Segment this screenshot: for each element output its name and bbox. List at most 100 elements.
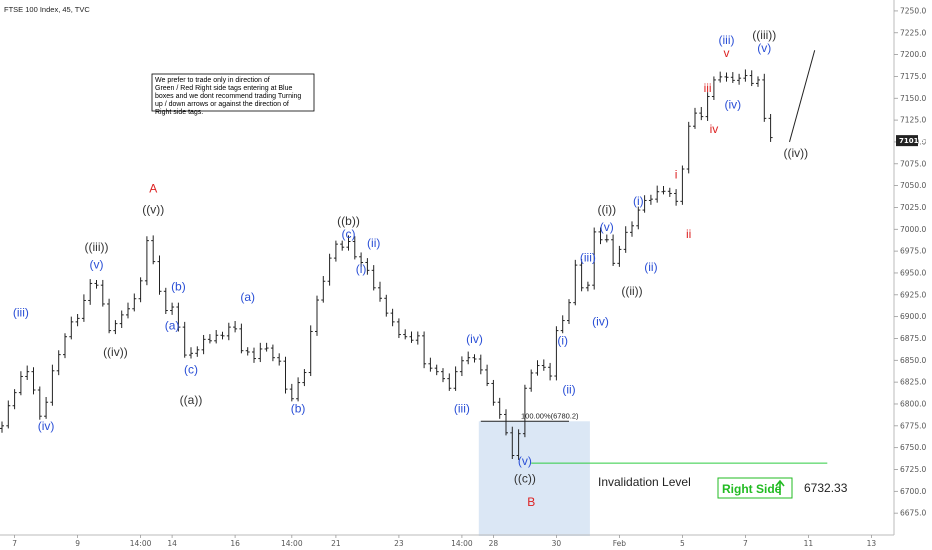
ohlc-bar [756,76,760,87]
x-tick-label: 14 [167,539,177,548]
ohlc-bar [623,226,628,253]
wave-label: (iii) [13,306,29,320]
x-tick-label: Feb [613,539,627,548]
wave-label: (a) [240,290,255,304]
ohlc-bar [302,369,307,387]
ohlc-bar [31,367,36,395]
wave-label: ((iii)) [85,240,109,254]
ohlc-bar [6,400,11,429]
ohlc-bar [642,195,647,213]
ohlc-bar [296,377,301,402]
y-tick-label: 6950.0 [900,268,926,277]
ohlc-bar [195,346,200,357]
wave-label: (v) [90,258,104,272]
ohlc-bar [75,314,80,327]
ohlc-bar [69,316,74,340]
y-tick-label: 7225.0 [900,28,926,37]
x-tick-label: 23 [394,539,404,548]
ohlc-bar [611,234,616,266]
ohlc-bar [245,347,250,356]
note-line: We prefer to trade only in direction of [155,77,270,84]
annotation-layer: FTSE 100 Index, 45, TVC We prefer to tra… [4,5,926,499]
ohlc-bar [144,236,149,286]
wave-label: (v) [757,41,771,55]
ohlc-bar [119,310,124,328]
ohlc-bar [718,71,723,83]
ohlc-bar [340,240,345,251]
x-tick-label: 14:00 [451,539,473,548]
ohlc-bar [768,113,773,142]
note-line: boxes and we dont recommend trading Turn… [155,93,301,100]
ohlc-bar [592,227,597,290]
wave-label: i [675,168,678,182]
projection-line [789,50,816,143]
y-tick-label: 7075.0 [900,159,926,168]
wave-label: (i) [356,262,367,276]
ohlc-bar [478,354,483,375]
ohlc-bar [617,245,622,267]
ohlc-bar [585,281,590,292]
wave-label: ((v)) [142,203,164,217]
y-tick-label: 6750.0 [900,443,926,452]
x-tick-label: 30 [552,539,562,548]
wave-label: (ii) [562,382,575,396]
y-tick-label: 7250.0 [900,6,926,15]
ohlc-bar [151,235,156,265]
wave-label: B [527,495,535,509]
y-tick-label: 7050.0 [900,181,926,190]
ohlc-bar [730,72,735,83]
ohlc-bar [434,364,439,376]
ohlc-bar [44,396,49,419]
y-tick-label: 6850.0 [900,356,926,365]
x-tick-label: 14:00 [281,539,303,548]
note-box: We prefer to trade only in direction of G… [151,73,315,116]
y-tick-label: 6800.0 [900,399,926,408]
wave-label: (iv) [724,98,741,112]
wave-label: ((c)) [514,472,536,486]
ohlc-bar [749,70,754,87]
ohlc-bar [529,369,534,392]
ohlc-bar [182,321,187,358]
current-price-tag: 7101.5 [896,135,926,147]
ohlc-bar [333,240,338,262]
ohlc-bar [201,334,206,355]
ohlc-bar [472,354,477,363]
ohlc-bar [648,194,653,205]
ohlc-bar [516,429,521,460]
ohlc-bar [674,189,679,206]
ohlc-bar [81,294,86,322]
ohlc-bar [396,318,401,339]
ohlc-bar [491,379,496,406]
right-side-badge[interactable]: Right Side [717,477,793,499]
y-tick-label: 7175.0 [900,72,926,81]
ohlc-bar [661,186,666,195]
y-tick-label: 6825.0 [900,378,926,387]
ohlc-bar [636,206,641,230]
ohlc-bar [258,342,263,363]
ohlc-bar [504,409,508,436]
wave-label: iii [704,81,712,95]
ohlc-bar [18,371,23,396]
y-tick-label: 7125.0 [900,116,926,125]
ohlc-bar [352,236,357,260]
wave-label: (v) [600,220,614,234]
ohlc-bar [579,258,584,292]
ohlc-bar [705,92,710,121]
wave-label: ((b)) [337,214,360,228]
wave-label: iv [710,122,719,136]
ohlc-bar [680,165,685,205]
y-tick-label: 6700.0 [900,487,926,496]
ohlc-bar [207,334,212,344]
wave-label: ((ii)) [621,284,642,298]
y-tick-label: 6775.0 [900,421,926,430]
ohlc-bar [743,69,748,82]
ohlc-bar [573,259,578,306]
blue-entry-box [478,421,590,536]
ohlc-bar [189,347,193,359]
ohlc-bar [239,323,244,354]
ohlc-bar [270,344,275,362]
ohlc-bar [560,315,565,334]
ohlc-bar [447,373,452,391]
ohlc-bar [163,287,168,315]
